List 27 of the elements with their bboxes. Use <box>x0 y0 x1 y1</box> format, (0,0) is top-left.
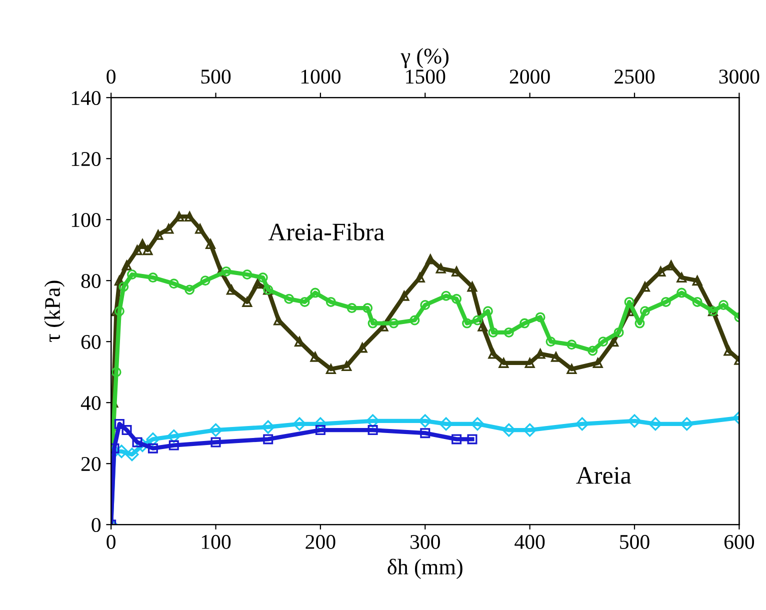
x2-tick-label: 0 <box>106 70 116 84</box>
x2-tick-label: 1500 <box>406 70 446 84</box>
x-tick-label: 0 <box>106 534 116 549</box>
x-tick-label: 500 <box>620 534 650 549</box>
y-tick-label: 100 <box>72 212 101 228</box>
annotation: Areia-Fibra <box>268 222 384 240</box>
x-tick-label: 400 <box>514 534 545 549</box>
x2-tick-label: 2000 <box>510 70 550 84</box>
y-tick-label: 140 <box>72 90 101 106</box>
y-tick-label: 80 <box>81 274 101 288</box>
y-tick-label: 20 <box>81 456 101 472</box>
y-tick-label: 0 <box>92 518 101 532</box>
x2-tick-label: 3000 <box>719 70 760 84</box>
x-axis-title: δh (mm) <box>388 558 462 580</box>
x-tick-label: 100 <box>202 534 231 549</box>
x2-tick-label: 1000 <box>301 70 340 84</box>
y-tick-label: 120 <box>72 152 101 166</box>
x-tick-label: 300 <box>410 534 440 549</box>
x2-tick-label: 500 <box>201 70 231 84</box>
x-tick-label: 200 <box>306 534 336 549</box>
annotation: Areia <box>576 467 632 484</box>
x-tick-label: 600 <box>724 534 754 549</box>
y-tick-label: 40 <box>80 396 101 410</box>
x2-axis-title: γ (%) <box>400 48 448 68</box>
x2-tick-label: 2500 <box>614 70 655 84</box>
y-axis-title: τ (kPa) <box>44 280 65 342</box>
y-tick-label: 60 <box>81 334 101 350</box>
